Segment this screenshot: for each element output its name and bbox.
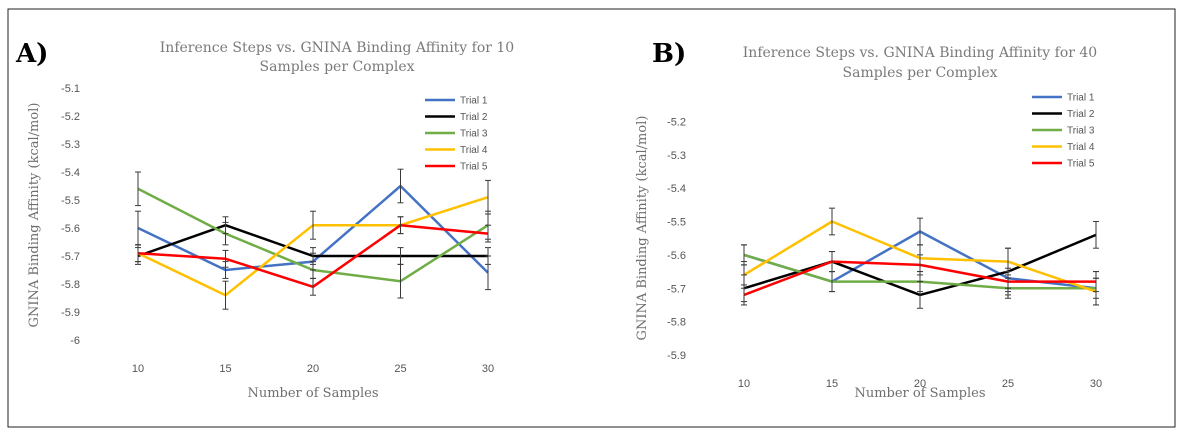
panel-a-y-tick-label: -5.3: [61, 139, 80, 151]
panel-b-legend-label-trial-1: Trial 1: [1067, 93, 1095, 104]
panel-a-frame: [7, 8, 1176, 428]
panel-a-x-tick-label: 10: [132, 363, 144, 375]
panel-a-label: A): [15, 39, 48, 69]
panel-a-y-tick-label: -5.2: [61, 111, 80, 123]
panel-b-x-tick-label: 20: [914, 378, 926, 390]
panel-a-x-axis-label: Number of Samples: [247, 386, 378, 401]
panel-a-title-line2: Samples per Complex: [260, 59, 415, 75]
panel-b-y-tick-label: -5.3: [667, 150, 686, 162]
panel-a-y-tick-label: -5.5: [61, 195, 80, 207]
panel-b-x-tick-label: 25: [1002, 378, 1014, 390]
panel-a-x-tick-label: 30: [482, 363, 494, 375]
panel-a-legend-label-trial-1: Trial 1: [460, 96, 488, 107]
panel-a-y-tick-label: -5.8: [61, 279, 80, 291]
panel-b-plot: -5.2 -5.3 -5.4 -5.5 -5.6 -5.7 -5.8 -5.9 10 15 20 25…: [667, 93, 1102, 391]
panel-a-legend-label-trial-5: Trial 5: [460, 162, 488, 173]
panel-a-y-tick-label: -5.4: [61, 167, 80, 179]
panel-b-title-line2: Samples per Complex: [843, 65, 998, 81]
panel-a-y-tick-label: -5.6: [61, 223, 80, 235]
panel-b-x-tick-label: 30: [1090, 378, 1102, 390]
panel-b-x-tick-label: 15: [826, 378, 838, 390]
panel-b-y-tick-label: -5.2: [667, 116, 686, 128]
panel-b-title-line1: Inference Steps vs. GNINA Binding Affini…: [743, 45, 1097, 61]
panel-a-y-tick-label: -6: [70, 335, 80, 347]
panel-a-title-line1: Inference Steps vs. GNINA Binding Affini…: [160, 40, 514, 56]
panel-b-y-tick-label: -5.9: [667, 350, 686, 362]
panel-a-legend-label-trial-4: Trial 4: [460, 145, 488, 156]
panel-b-y-tick-label: -5.8: [667, 317, 686, 329]
panel-b-legend-label-trial-5: Trial 5: [1067, 159, 1095, 170]
panel-b-y-tick-label: -5.6: [667, 250, 686, 262]
panel-b-y-tick-label: -5.5: [667, 217, 686, 229]
panel-a-x-tick-label: 25: [394, 363, 406, 375]
panel-a-plot: -5.1 -5.2 -5.3 -5.4 -5.5 -5.6 -5.7 -5.8 -5.9 -6 10…: [61, 83, 494, 375]
panel-a-y-tick-label: -5.7: [61, 251, 80, 263]
panel-b-legend-label-trial-4: Trial 4: [1067, 142, 1095, 153]
panel-b-y-tick-label: -5.7: [667, 283, 686, 295]
panel-b-y-tick-label: -5.4: [667, 183, 686, 195]
panel-b-x-axis-label: Number of Samples: [854, 386, 985, 401]
panel-a-y-tick-label: -5.9: [61, 307, 80, 319]
panel-a-legend-label-trial-3: Trial 3: [460, 129, 488, 140]
panel-a-x-tick-label: 15: [219, 363, 231, 375]
panel-b-y-axis-label: GNINA Binding Affinity (kcal/mol): [635, 116, 650, 341]
panel-a-x-tick-label: 20: [307, 363, 319, 375]
panel-a-y-tick-label: -5.1: [61, 83, 80, 95]
panel-b-legend-label-trial-3: Trial 3: [1067, 126, 1095, 137]
panel-a-y-axis-label: GNINA Binding Affinity (kcal/mol): [27, 103, 42, 328]
panel-b-legend-label-trial-2: Trial 2: [1067, 109, 1095, 120]
panel-b-x-tick-label: 10: [738, 378, 750, 390]
panel-b-label: B): [652, 39, 686, 69]
panel-a-legend-label-trial-2: Trial 2: [460, 112, 488, 123]
